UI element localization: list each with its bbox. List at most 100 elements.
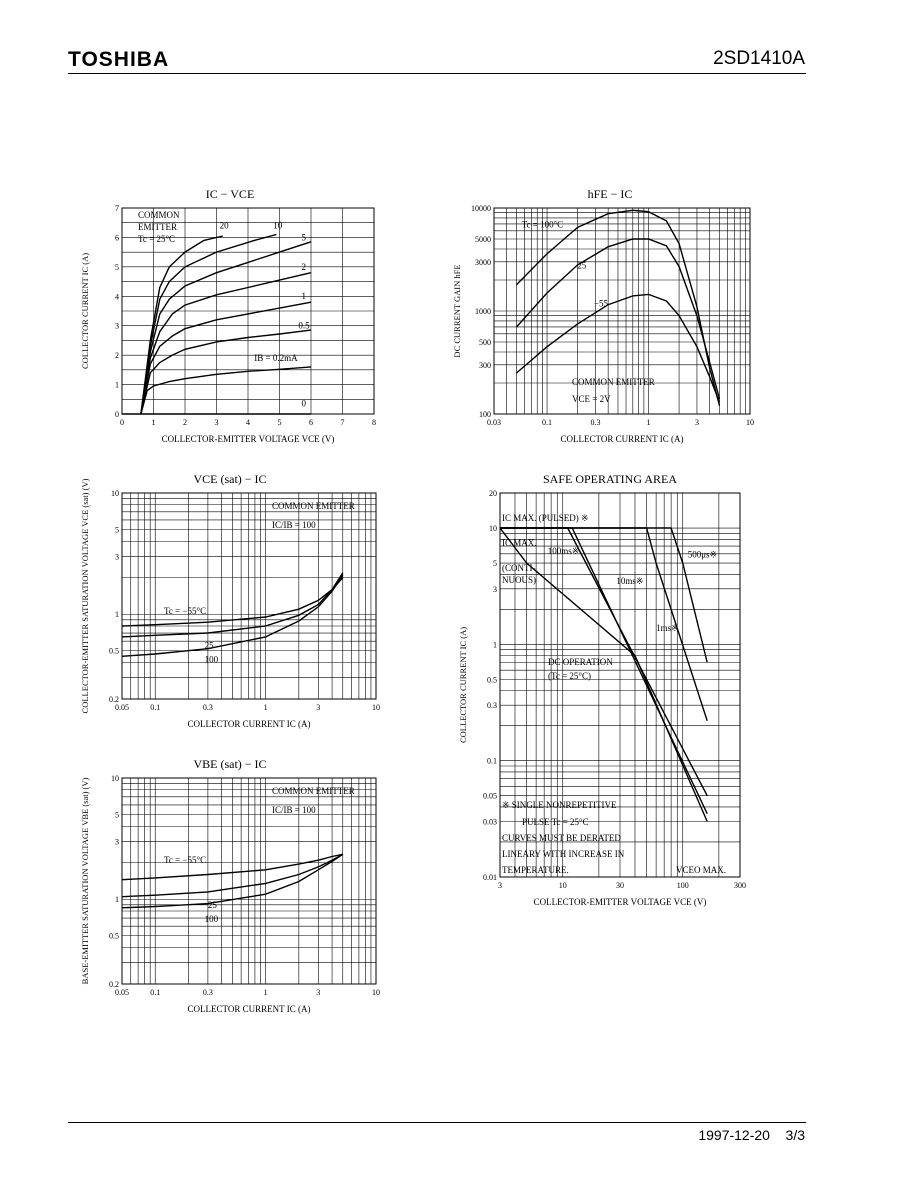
series-line <box>499 527 708 822</box>
x-tick-label: 3 <box>498 881 502 890</box>
footer-page: 3/3 <box>785 1127 805 1143</box>
y-axis-label: BASE-EMITTER SATURATION VOLTAGE VBE (sat… <box>80 777 90 984</box>
y-tick-label: 3 <box>115 552 119 561</box>
y-tick-label: 1000 <box>475 307 491 316</box>
annotation: PULSE Tc = 25°C <box>522 817 589 827</box>
x-tick-label: 10 <box>372 988 380 997</box>
x-tick-label: 10 <box>559 881 567 890</box>
x-tick-label: 2 <box>183 418 187 427</box>
y-tick-label: 0.5 <box>487 675 497 684</box>
series-label: 10ms※ <box>616 576 643 586</box>
annotation: (CONTI- <box>502 563 536 573</box>
y-tick-label: 3 <box>115 322 119 331</box>
chart-vbesat-ic: VBE (sat) − IC 0.05 0.1 0.3 1 3 10 0.2 0.5 1 3 5 10 C… <box>80 757 380 1014</box>
y-tick-label: 5 <box>115 810 119 819</box>
y-tick-label: 0.01 <box>483 873 497 882</box>
x-tick-label: 0.3 <box>203 703 213 712</box>
x-tick-label: 7 <box>341 418 345 427</box>
series-label: 25 <box>205 641 215 651</box>
annotation: COMMON EMITTER <box>572 377 655 387</box>
series-line <box>121 853 344 898</box>
y-tick-label: 10 <box>111 489 119 498</box>
series-line <box>140 235 223 415</box>
chart-title: SAFE OPERATING AREA <box>543 472 677 486</box>
annotation: NUOUS) <box>502 575 536 585</box>
annotation: VCE = 2V <box>572 394 611 404</box>
y-tick-label: 100 <box>479 410 491 419</box>
series-label: 2 <box>302 262 307 272</box>
x-tick-label: 5 <box>278 418 282 427</box>
series-label: −55 <box>594 299 609 309</box>
y-tick-label: 0.5 <box>109 932 119 941</box>
y-tick-label: 10 <box>111 774 119 783</box>
annotation: CURVES MUST BE DERATED <box>502 833 621 843</box>
y-tick-label: 5 <box>115 525 119 534</box>
y-tick-label: 20 <box>489 489 497 498</box>
series-line <box>515 238 721 400</box>
series-label: 0 <box>302 399 307 409</box>
annotation: COMMON <box>138 210 180 220</box>
x-tick-label: 0 <box>120 418 124 427</box>
series-label: 5 <box>302 232 307 242</box>
chart-vcesat-ic: VCE (sat) − IC 0.05 0.1 0.3 1 3 10 0.2 0.5 1 3 5 10 C… <box>80 472 380 729</box>
y-axis-label: COLLECTOR CURRENT IC (A) <box>80 253 90 369</box>
y-tick-label: 0 <box>115 410 119 419</box>
series-line <box>140 241 312 415</box>
y-tick-label: 3 <box>115 837 119 846</box>
annotation: Tc = 25°C <box>138 234 175 244</box>
y-tick-label: 0.2 <box>109 695 119 704</box>
y-tick-label: 0.5 <box>109 647 119 656</box>
series-line <box>500 527 708 797</box>
x-axis-label: COLLECTOR-EMITTER VOLTAGE VCE (V) <box>162 434 335 444</box>
annotation: IC/IB = 100 <box>272 805 316 815</box>
y-tick-label: 0.03 <box>483 817 497 826</box>
x-tick-label: 3 <box>695 418 699 427</box>
y-axis-label: DC CURRENT GAIN hFE <box>452 264 462 357</box>
x-tick-label: 6 <box>309 418 313 427</box>
chart-title: IC − VCE <box>206 187 255 201</box>
annotation: ※ SINGLE NONREPETITIVE <box>502 800 617 810</box>
y-axis-label: COLLECTOR CURRENT IC (A) <box>458 627 468 743</box>
series-label: 25 <box>577 260 587 270</box>
gridlines <box>122 778 376 984</box>
series-line <box>121 853 344 909</box>
chart-ic-vce: IC − VCE 0 1 2 3 4 5 6 7 8 0 1 2 3 4 5 6 7 COLLECTOR-EMITT… <box>80 187 376 444</box>
annotation: LINEARY WITH INCREASE IN <box>502 849 625 859</box>
series-label: 100 <box>205 914 219 924</box>
x-axis-label: COLLECTOR CURRENT IC (A) <box>188 719 311 729</box>
header-rule <box>68 73 806 74</box>
x-tick-label: 8 <box>372 418 376 427</box>
annotation: VCEO MAX. <box>676 865 726 875</box>
x-axis-label: COLLECTOR CURRENT IC (A) <box>561 434 684 444</box>
gridlines <box>122 493 376 699</box>
annotation: IC/IB = 100 <box>272 520 316 530</box>
x-axis-label: COLLECTOR CURRENT IC (A) <box>188 1004 311 1014</box>
x-tick-label: 1 <box>264 703 268 712</box>
chart-soa: SAFE OPERATING AREA 3 10 30 100 300 0.01 0.03 0.… <box>458 472 746 907</box>
brand-logo: TOSHIBA <box>68 48 170 71</box>
x-tick-label: 0.1 <box>150 703 160 712</box>
annotation: DC OPERATION <box>548 657 613 667</box>
y-tick-label: 5 <box>493 559 497 568</box>
series-label: Tc = −55°C <box>164 606 206 616</box>
y-tick-label: 6 <box>115 233 119 242</box>
y-tick-label: 10000 <box>471 204 491 213</box>
y-axis-label: COLLECTOR-EMITTER SATURATION VOLTAGE VCE… <box>80 478 90 713</box>
y-tick-label: 1 <box>115 381 119 390</box>
y-tick-label: 0.1 <box>487 757 497 766</box>
series-line <box>140 272 312 415</box>
series-label: 0.5 <box>298 321 310 331</box>
x-tick-label: 0.1 <box>150 988 160 997</box>
series-line <box>121 574 344 657</box>
y-tick-label: 4 <box>115 292 119 301</box>
series-label: 100 <box>205 655 219 665</box>
x-tick-label: 0.05 <box>115 988 129 997</box>
x-tick-label: 3 <box>316 703 320 712</box>
footer-rule <box>68 1122 806 1123</box>
annotation: COMMON EMITTER <box>272 501 355 511</box>
x-tick-label: 10 <box>372 703 380 712</box>
annotation: (Tc = 25°C) <box>548 671 591 681</box>
footer-date: 1997-12-20 <box>698 1127 770 1143</box>
y-tick-label: 5000 <box>475 235 491 244</box>
chart-hfe-ic: hFE − IC 0.03 0.1 0.3 1 3 10 100 300 500 1000 3000 5… <box>452 187 754 444</box>
